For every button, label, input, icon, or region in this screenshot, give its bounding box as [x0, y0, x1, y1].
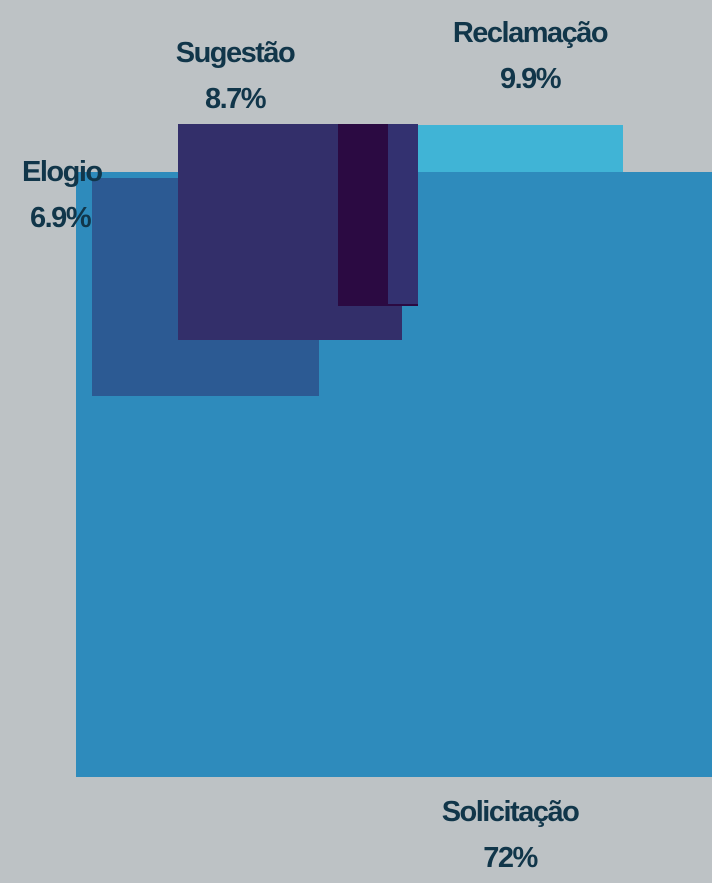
- elogio-value: 6.9%: [30, 202, 92, 234]
- sugestao-label: Sugestão 8.7%: [160, 34, 310, 118]
- reclamacao-name: Reclamação: [452, 17, 609, 49]
- small-dark-area: [338, 124, 388, 306]
- solicitacao-label: Solicitação 72%: [400, 793, 620, 877]
- solicitacao-value: 72%: [483, 842, 538, 874]
- sugestao-value: 8.7%: [204, 83, 267, 115]
- solicitacao-name: Solicitação: [441, 796, 580, 828]
- small-mid-area: [388, 124, 418, 306]
- reclamacao-value: 9.9%: [499, 63, 562, 95]
- reclamacao-area: [402, 125, 623, 172]
- sugestao-name: Sugestão: [175, 37, 296, 69]
- elogio-name: Elogio: [22, 156, 103, 188]
- reclamacao-label: Reclamação 9.9%: [425, 14, 635, 98]
- elogio-label: Elogio 6.9%: [22, 153, 142, 237]
